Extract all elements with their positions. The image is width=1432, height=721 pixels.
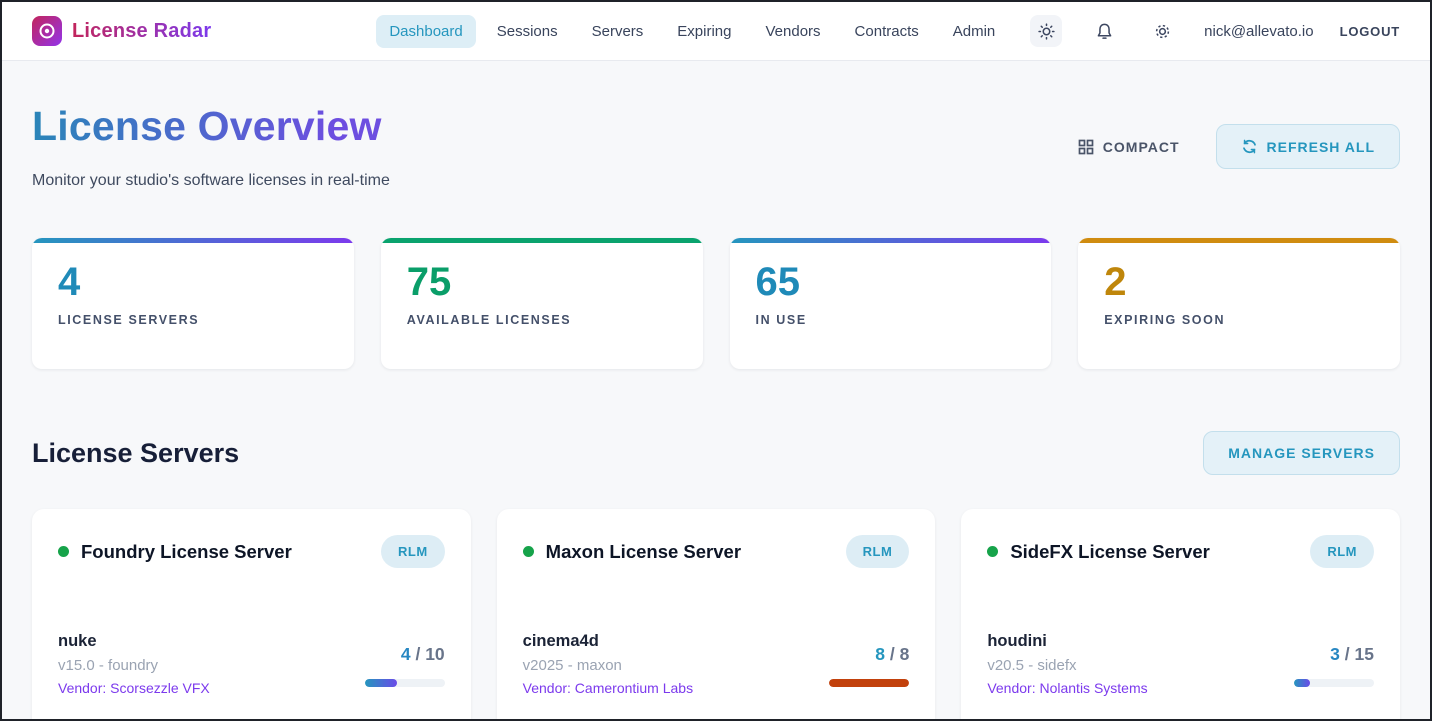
usage-used: 3 (1330, 644, 1340, 664)
product-vendor-link[interactable]: Vendor: Camerontium Labs (523, 680, 693, 696)
stat-value: 75 (407, 259, 677, 305)
settings-gear-icon[interactable] (1146, 15, 1178, 47)
product-version: v2025 - maxon (523, 657, 693, 674)
server-online-status-dot (523, 546, 534, 557)
server-online-status-dot (58, 546, 69, 557)
header-actions: COMPACT REFRESH ALL (1078, 124, 1400, 169)
nav-item-expiring[interactable]: Expiring (664, 15, 744, 48)
notifications-bell-icon[interactable] (1088, 15, 1120, 47)
product-version: v15.0 - foundry (58, 657, 210, 674)
server-type-badge: RLM (846, 535, 910, 568)
compact-toggle-button[interactable]: COMPACT (1078, 139, 1180, 155)
servers-section-title: License Servers (32, 438, 239, 469)
stat-label: IN USE (756, 313, 1026, 327)
product-name: cinema4d (523, 632, 693, 651)
usage-progress-fill (365, 679, 397, 687)
usage-total: 8 (900, 644, 910, 664)
manage-servers-label: MANAGE SERVERS (1228, 445, 1375, 461)
page-subtitle: Monitor your studio's software licenses … (32, 172, 390, 190)
server-type-badge: RLM (1310, 535, 1374, 568)
usage-progress-fill (1294, 679, 1310, 687)
stat-card-available-licenses: 75 AVAILABLE LICENSES (381, 238, 703, 369)
usage-block: 3 / 15 (1294, 632, 1374, 696)
product-version: v20.5 - sidefx (987, 657, 1147, 674)
nav-item-contracts[interactable]: Contracts (842, 15, 932, 48)
main-content: License Overview Monitor your studio's s… (2, 61, 1430, 721)
nav-item-dashboard[interactable]: Dashboard (376, 15, 475, 48)
usage-used: 4 (401, 644, 411, 664)
main-nav: Dashboard Sessions Servers Expiring Vend… (376, 15, 1008, 48)
brand-name: License Radar (72, 20, 211, 43)
usage-block: 4 / 10 (365, 632, 445, 696)
server-name: Maxon License Server (546, 541, 741, 563)
server-name: Foundry License Server (81, 541, 292, 563)
usage-used: 8 (875, 644, 885, 664)
compact-label: COMPACT (1103, 139, 1180, 155)
grid-icon (1078, 139, 1094, 155)
logout-button[interactable]: LOGOUT (1340, 24, 1400, 39)
usage-total: 10 (425, 644, 444, 664)
server-card-sidefx: SideFX License Server RLM houdini v20.5 … (961, 509, 1400, 721)
usage-separator: / (415, 644, 420, 664)
theme-toggle-sun-icon[interactable] (1030, 15, 1062, 47)
product-row: houdini v20.5 - sidefx Vendor: Nolantis … (987, 632, 1374, 696)
servers-section-header: License Servers MANAGE SERVERS (32, 431, 1400, 475)
usage-progress-bar (1294, 679, 1374, 687)
product-row: cinema4d v2025 - maxon Vendor: Cameronti… (523, 632, 910, 696)
refresh-label: REFRESH ALL (1267, 139, 1375, 155)
stat-value: 65 (756, 259, 1026, 305)
navbar-right: nick@allevato.io LOGOUT (1030, 15, 1400, 47)
usage-progress-bar (829, 679, 909, 687)
nav-item-servers[interactable]: Servers (579, 15, 657, 48)
page-header: License Overview Monitor your studio's s… (32, 103, 1400, 190)
manage-servers-button[interactable]: MANAGE SERVERS (1203, 431, 1400, 475)
app-window: License Radar Dashboard Sessions Servers… (0, 0, 1432, 721)
server-cards-grid: Foundry License Server RLM nuke v15.0 - … (32, 509, 1400, 721)
product-vendor-link[interactable]: Vendor: Scorsezzle VFX (58, 680, 210, 696)
usage-total: 15 (1355, 644, 1374, 664)
nav-item-vendors[interactable]: Vendors (753, 15, 834, 48)
page-header-text: License Overview Monitor your studio's s… (32, 103, 390, 190)
stat-card-in-use: 65 IN USE (730, 238, 1052, 369)
usage-separator: / (890, 644, 895, 664)
server-online-status-dot (987, 546, 998, 557)
stat-card-expiring-soon: 2 EXPIRING SOON (1078, 238, 1400, 369)
product-vendor-link[interactable]: Vendor: Nolantis Systems (987, 680, 1147, 696)
product-row: nuke v15.0 - foundry Vendor: Scorsezzle … (58, 632, 445, 696)
stat-value: 2 (1104, 259, 1374, 305)
stat-value: 4 (58, 259, 328, 305)
stat-label: AVAILABLE LICENSES (407, 313, 677, 327)
usage-block: 8 / 8 (829, 632, 909, 696)
product-name: nuke (58, 632, 210, 651)
nav-item-admin[interactable]: Admin (940, 15, 1009, 48)
refresh-all-button[interactable]: REFRESH ALL (1216, 124, 1400, 169)
stats-row: 4 LICENSE SERVERS 75 AVAILABLE LICENSES … (32, 238, 1400, 369)
license-radar-logo-icon (32, 16, 62, 46)
top-navbar: License Radar Dashboard Sessions Servers… (2, 2, 1430, 61)
server-card-maxon: Maxon License Server RLM cinema4d v2025 … (497, 509, 936, 721)
page-title: License Overview (32, 103, 390, 150)
usage-separator: / (1345, 644, 1350, 664)
stat-label: EXPIRING SOON (1104, 313, 1374, 327)
product-name: houdini (987, 632, 1147, 651)
nav-item-sessions[interactable]: Sessions (484, 15, 571, 48)
usage-progress-fill (829, 679, 909, 687)
server-card-foundry: Foundry License Server RLM nuke v15.0 - … (32, 509, 471, 721)
stat-card-license-servers: 4 LICENSE SERVERS (32, 238, 354, 369)
brand[interactable]: License Radar (32, 16, 211, 46)
server-type-badge: RLM (381, 535, 445, 568)
user-email: nick@allevato.io (1204, 23, 1313, 40)
stat-label: LICENSE SERVERS (58, 313, 328, 327)
refresh-icon (1241, 138, 1258, 155)
server-name: SideFX License Server (1010, 541, 1210, 563)
usage-progress-bar (365, 679, 445, 687)
